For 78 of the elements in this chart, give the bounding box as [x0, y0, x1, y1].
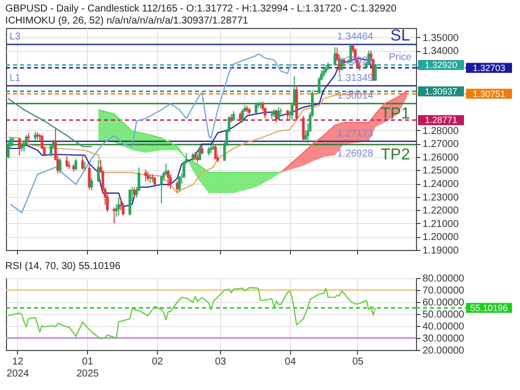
y-tick-label: 1.22000	[422, 206, 460, 217]
candlestick	[146, 171, 150, 182]
y-tick-label: 1.35000	[422, 32, 460, 44]
annotation: Price	[388, 52, 412, 63]
y-tick-label: 1.19000	[422, 246, 460, 256]
annotation: L3	[9, 31, 22, 42]
candlestick	[58, 158, 62, 174]
candlestick	[374, 63, 377, 82]
y-tick-label: 1.21000	[422, 218, 460, 230]
ref-line-label: SL	[390, 27, 410, 44]
y-tick-label: 1.23000	[422, 192, 460, 204]
candlestick	[241, 108, 244, 123]
line-series	[10, 53, 293, 214]
y-tick-label: 1.28000	[422, 126, 460, 137]
annotation: 1.27173	[337, 128, 374, 140]
candlestick	[34, 131, 37, 142]
candlestick	[166, 169, 170, 188]
y-tick-label: 60.00000	[422, 298, 465, 308]
candlestick	[144, 169, 148, 182]
y-tick-label: 70.00000	[422, 286, 465, 296]
y-tick-label: 50.00000	[422, 310, 465, 320]
annotation: L1	[9, 72, 22, 84]
y-tick-label: 1.34000	[422, 46, 460, 58]
candlestick	[254, 103, 258, 114]
candlestick	[128, 189, 132, 216]
ref-line-label: 55.10196	[470, 302, 508, 313]
candlestick	[322, 66, 325, 78]
y-tick-label: 1.26000	[422, 152, 460, 164]
x-tick-label: 12 2024	[6, 356, 30, 380]
candlestick	[200, 144, 204, 155]
line-series	[8, 93, 376, 194]
candlestick	[133, 187, 136, 198]
candlestick	[286, 109, 289, 120]
x-tick-label: 04	[284, 356, 296, 368]
candlestick	[169, 174, 172, 190]
line-series	[8, 98, 92, 148]
y-tick-label: 80.00000	[422, 274, 465, 284]
candlestick	[334, 46, 336, 66]
candlestick	[232, 110, 235, 122]
ref-line-label: 1.30937	[424, 86, 458, 96]
chart-title: GBPUSD - Daily - Candlestick 112/165 - O:1.31772 - H:1.32994 - L:1.31720 - C:1.32920	[5, 3, 397, 14]
candlestick	[74, 158, 78, 171]
candlestick	[81, 156, 84, 170]
line-series	[8, 287, 376, 340]
ref-line-label: 1.32703	[472, 62, 506, 73]
annotation: 1.33921	[337, 56, 374, 67]
y-tick-label: 20.00000	[422, 346, 465, 356]
candlestick	[6, 140, 10, 159]
candlestick	[18, 137, 21, 156]
candlestick	[90, 177, 93, 191]
y-tick-label: 1.20000	[422, 232, 460, 244]
y-tick-label: 30.00000	[422, 334, 465, 344]
chart-subtitle: ICHIMOKU (9, 26, 52) n/a/n/a/n/a/n/a/1.30937/1.28771	[5, 15, 249, 26]
candlestick	[160, 175, 163, 204]
candlestick	[277, 106, 280, 121]
ref-line-label: 1.30751	[472, 88, 506, 99]
candlestick	[11, 136, 14, 147]
candlestick	[88, 165, 91, 190]
x-tick-label: 05	[352, 356, 364, 368]
annotation: 1.26928	[337, 148, 374, 160]
candlestick	[302, 115, 305, 143]
candlestick	[65, 156, 68, 168]
ref-line-label: TP2	[380, 146, 410, 164]
candlestick	[27, 132, 30, 143]
chart-title: RSI (14, 70, 30) 55.10196	[5, 261, 121, 272]
annotation: 1.34464	[337, 31, 374, 42]
candlestick	[214, 144, 217, 160]
y-tick-label: 40.00000	[422, 322, 465, 332]
candlestick	[97, 160, 100, 183]
x-tick-label: 03	[214, 356, 227, 368]
x-tick-label: 02	[152, 356, 164, 368]
candlestick	[122, 202, 124, 216]
y-tick-label: 1.24000	[422, 179, 460, 190]
x-tick-label: 01 2025	[76, 356, 100, 380]
y-tick-label: 1.27000	[422, 139, 460, 150]
ref-line-label: 1.32920	[424, 60, 458, 70]
ref-line-label: 1.28771	[424, 115, 458, 126]
y-tick-label: 1.25000	[422, 166, 460, 177]
